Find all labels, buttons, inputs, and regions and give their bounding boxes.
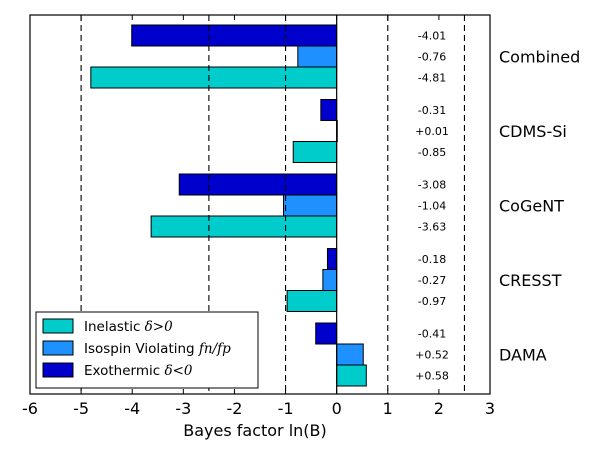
x-axis-label: Bayes factor ln(B) <box>183 421 327 440</box>
bar-combined-exothermic <box>131 24 338 47</box>
x-tick-label: -3 <box>175 399 191 418</box>
x-tick-label: -5 <box>73 399 89 418</box>
group-label: Combined <box>499 48 580 67</box>
x-tick-label: 0 <box>332 399 342 418</box>
bar-cresst-inelastic <box>286 290 338 312</box>
group-label: CoGeNT <box>499 197 564 216</box>
x-tick-label: -4 <box>124 399 140 418</box>
bar-dama-exothermic <box>315 322 338 345</box>
legend-entry-math: δ<0 <box>164 363 192 379</box>
value-label: +0.01 <box>415 125 449 138</box>
x-tick-label: -6 <box>22 399 38 418</box>
value-label: -4.01 <box>418 30 446 43</box>
group-label: CDMS-Si <box>499 122 567 141</box>
x-tick-label: 1 <box>383 399 393 418</box>
value-label: -3.63 <box>418 221 446 234</box>
group-labels: Combined CDMS-Si CoGeNT CRESST DAMA <box>499 48 580 365</box>
value-label: -4.81 <box>418 72 446 85</box>
value-label: -0.97 <box>418 295 446 308</box>
value-label: -1.04 <box>418 200 446 213</box>
x-tick-label: 2 <box>434 399 444 418</box>
plot-frame <box>29 14 491 395</box>
legend-entry-name: Exothermic <box>84 363 164 379</box>
bar-combined-inelastic <box>90 66 338 89</box>
legend-swatch <box>42 318 74 334</box>
bar-cogent-exothermic <box>178 173 338 196</box>
value-label: -0.31 <box>418 104 446 117</box>
legend-entry-name: Isospin Violating <box>84 341 199 357</box>
legend-entry: Isospin Violating fn/fp <box>84 341 231 357</box>
bar-cdms-si-inelastic <box>292 141 338 163</box>
value-label: +0.58 <box>415 370 449 383</box>
bar-cogent-isospin-violating <box>283 194 338 217</box>
value-label: -0.41 <box>418 328 446 341</box>
bar-dama-inelastic <box>336 364 367 387</box>
legend-swatch <box>42 362 74 378</box>
value-label: +0.52 <box>415 349 449 362</box>
legend-entry: Inelastic δ>0 <box>84 319 173 335</box>
value-labels: -4.01 -0.76 -4.81 -0.31 +0.01 -0.85 -3.08 -1.04… <box>415 30 449 383</box>
legend-swatch <box>42 340 74 356</box>
x-tick-label: -2 <box>226 399 242 418</box>
bar-dama-isospin-violating <box>336 343 364 366</box>
value-label: -3.08 <box>418 179 446 192</box>
value-label: -0.18 <box>418 253 446 266</box>
legend-entry-math: δ>0 <box>145 319 173 335</box>
group-label: DAMA <box>499 346 547 365</box>
legend-entry-math: fn/fp <box>198 341 231 357</box>
value-label: -0.27 <box>418 274 446 287</box>
bar-cdms-si-exothermic <box>320 99 338 121</box>
bar-cresst-exothermic <box>326 248 338 270</box>
bar-cogent-inelastic <box>150 215 338 238</box>
group-label: CRESST <box>499 271 562 290</box>
legend-entry-name: Inelastic <box>84 319 145 335</box>
x-tick-label: -1 <box>278 399 294 418</box>
legend: Inelastic δ>0 Isospin Violating fn/fp Exot… <box>35 311 259 389</box>
value-label: -0.76 <box>418 51 446 64</box>
x-tick-label: 3 <box>485 399 495 418</box>
x-axis: -6 -5 -4 -3 -2 -1 0 1 2 3 <box>22 15 495 418</box>
bars-layer <box>90 24 367 387</box>
bar-cresst-isospin-violating <box>322 269 338 291</box>
bar-combined-isospin-violating <box>297 45 338 68</box>
legend-entry: Exothermic δ<0 <box>84 363 193 379</box>
value-label: -0.85 <box>418 146 446 159</box>
